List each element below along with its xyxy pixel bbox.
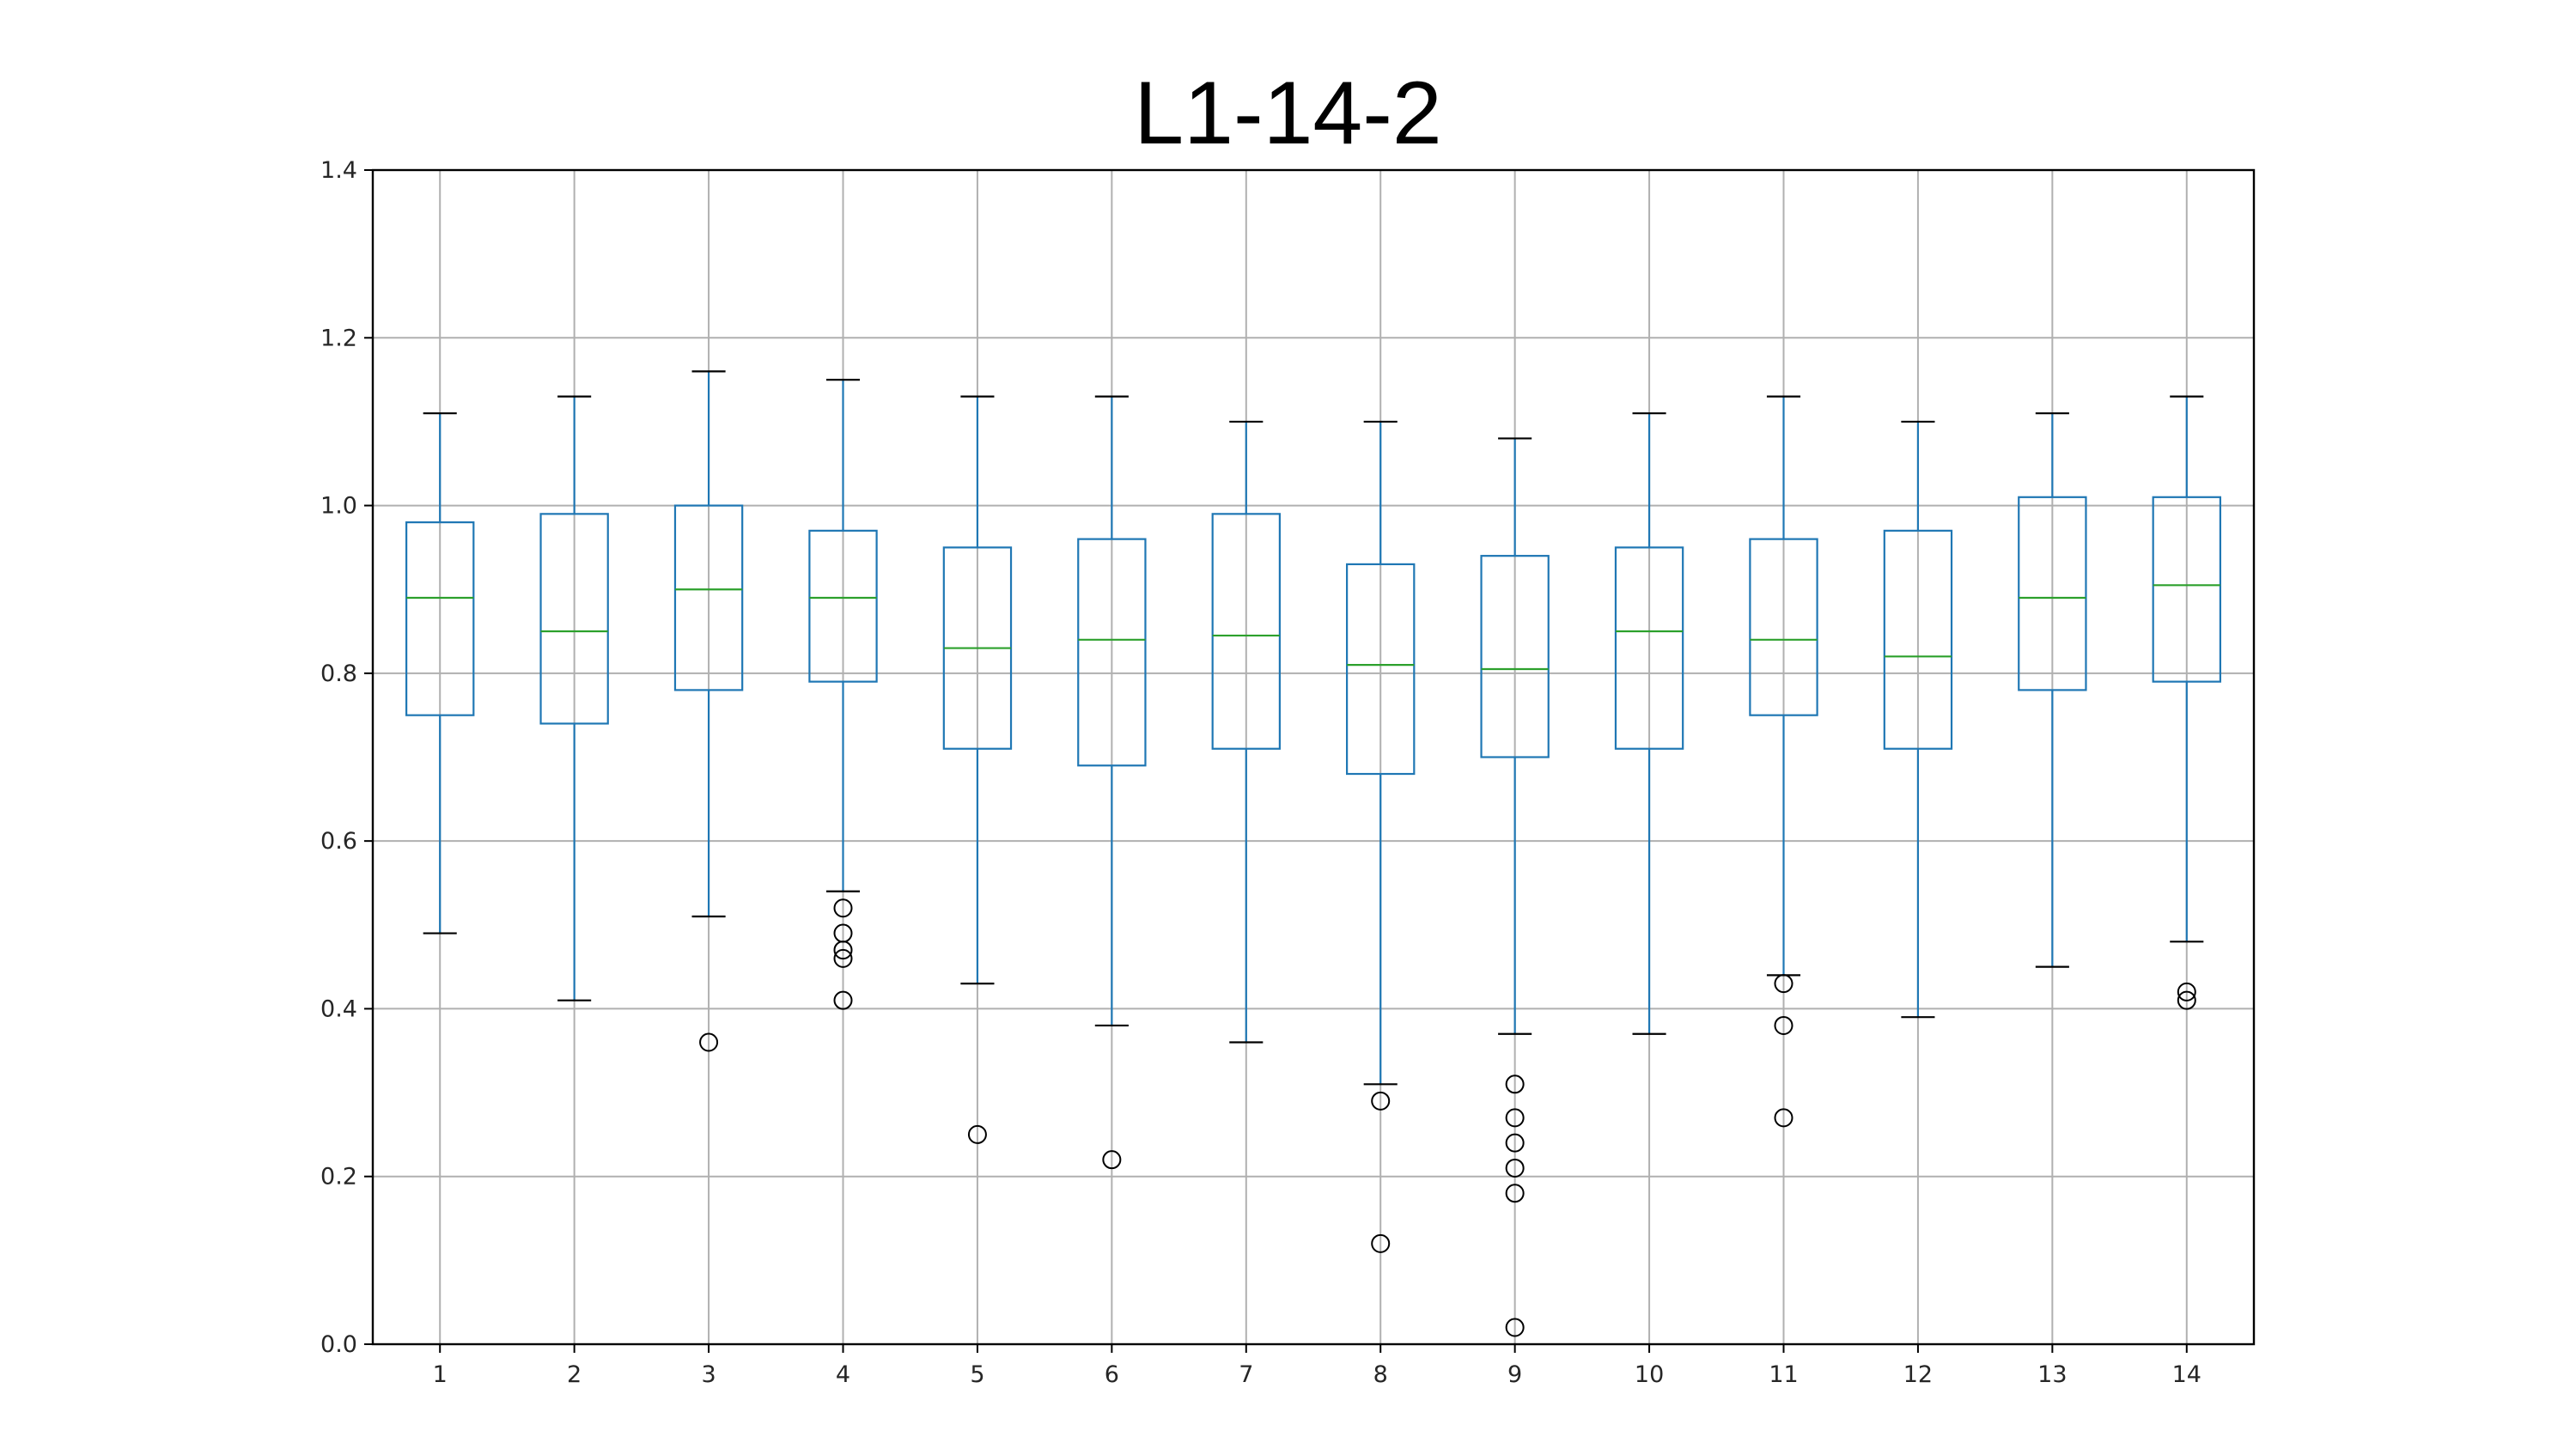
box-group-5 — [942, 395, 1013, 1144]
outlier-point — [833, 941, 853, 960]
x-tick-label: 10 — [1635, 1361, 1664, 1388]
y-tick-label: 1.4 — [320, 157, 357, 184]
iqr-box — [1614, 546, 1684, 750]
outlier-point — [833, 898, 853, 918]
y-tick-label: 0.0 — [320, 1331, 357, 1358]
chart-title: L1-14-2 — [1134, 64, 1442, 163]
outlier-point — [1505, 1075, 1525, 1094]
x-tick-label: 6 — [1105, 1361, 1119, 1388]
outlier-point — [1102, 1150, 1122, 1170]
iqr-box — [2152, 496, 2221, 683]
x-tick-label: 2 — [567, 1361, 582, 1388]
y-tick-label: 0.4 — [320, 995, 357, 1022]
x-tick-label: 4 — [836, 1361, 850, 1388]
outlier-point — [1774, 974, 1793, 994]
outlier-point — [967, 1124, 987, 1144]
iqr-box — [539, 513, 609, 725]
iqr-box — [1346, 563, 1416, 776]
x-tick-label: 11 — [1769, 1361, 1798, 1388]
box-group-14 — [2152, 395, 2221, 1010]
box-group-4 — [808, 379, 878, 1010]
iqr-box — [1211, 513, 1281, 750]
box-group-11 — [1749, 395, 1818, 1128]
box-group-13 — [2018, 412, 2087, 968]
box-group-12 — [1883, 420, 1953, 1019]
box-group-8 — [1346, 420, 1416, 1253]
plot-frame — [371, 168, 2256, 1346]
outlier-point — [1505, 1133, 1525, 1153]
x-tick-label: 8 — [1373, 1361, 1388, 1388]
box-group-7 — [1211, 420, 1281, 1044]
grid-lines — [373, 169, 2254, 1345]
outlier-point — [1505, 1158, 1525, 1178]
outlier-point — [699, 1032, 719, 1052]
x-tick-label: 5 — [970, 1361, 984, 1388]
x-tick-label: 9 — [1507, 1361, 1522, 1388]
x-tick-label: 3 — [701, 1361, 716, 1388]
x-tick-label: 13 — [2037, 1361, 2067, 1388]
outlier-point — [2177, 982, 2196, 1002]
iqr-box — [1077, 538, 1147, 767]
outlier-point — [1774, 1108, 1793, 1128]
outlier-point — [1505, 1184, 1525, 1203]
iqr-box — [2018, 496, 2087, 691]
box-group-1 — [405, 412, 475, 935]
iqr-box — [1480, 555, 1550, 758]
y-tick-label: 1.2 — [320, 325, 357, 351]
outlier-point — [1774, 1015, 1793, 1035]
x-tick-label: 14 — [2172, 1361, 2201, 1388]
outlier-point — [833, 990, 853, 1010]
x-tick-label: 7 — [1239, 1361, 1253, 1388]
box-group-2 — [539, 395, 609, 1002]
x-tick-label: 1 — [433, 1361, 448, 1388]
outlier-point — [2177, 990, 2196, 1010]
x-tick-label: 12 — [1903, 1361, 1933, 1388]
outlier-point — [1371, 1233, 1391, 1253]
box-group-3 — [673, 370, 744, 1052]
outlier-point — [833, 948, 853, 968]
y-tick-label: 0.2 — [320, 1164, 357, 1190]
y-tick-label: 1.0 — [320, 493, 357, 520]
iqr-box — [1883, 529, 1953, 750]
iqr-box — [808, 529, 878, 683]
box-group-6 — [1077, 395, 1147, 1170]
iqr-box — [405, 521, 475, 716]
ticks: 0.00.20.40.60.81.01.21.41 2 3 4 5 6 7 8 9 10 11 12 1… — [320, 157, 2201, 1388]
outlier-point — [1371, 1091, 1391, 1111]
box-group-9 — [1480, 437, 1550, 1337]
boxes — [405, 370, 2221, 1337]
y-tick-label: 0.6 — [320, 828, 357, 855]
iqr-box — [1749, 538, 1818, 716]
outlier-point — [1505, 1108, 1525, 1128]
y-tick-label: 0.8 — [320, 661, 357, 687]
box-group-10 — [1614, 412, 1684, 1035]
outlier-point — [1505, 1318, 1525, 1337]
iqr-box — [673, 504, 744, 691]
